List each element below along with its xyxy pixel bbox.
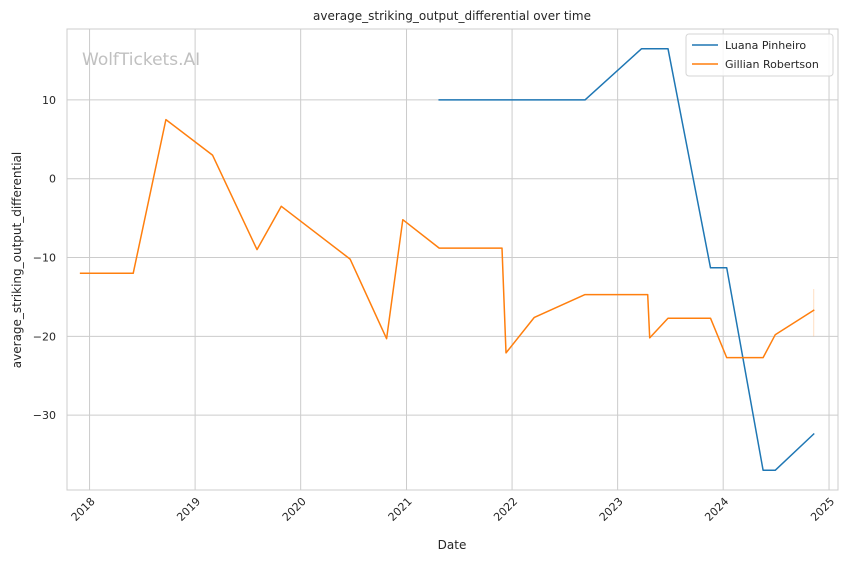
y-tick-label-1: 0 [49,173,56,186]
grid [67,29,838,490]
y-tick-label-2: −10 [33,252,56,265]
series-line-gillian-robertson [79,118,815,359]
plot-area [67,29,838,490]
y-tick-labels: 10 0 −10 −20 −30 [33,94,56,422]
chart-title: average_striking_output_differential ove… [313,9,591,23]
x-axis-title: Date [438,538,467,552]
series-lines [79,47,815,472]
y-tick-label-3: −20 [33,330,56,343]
y-tick-label-4: −30 [33,409,56,422]
legend-box [685,33,834,77]
series-line-luana-pinheiro [438,47,815,472]
legend: Luana Pinheiro Gillian Robertson [685,33,834,77]
legend-label-luana-pinheiro: Luana Pinheiro [725,39,806,52]
y-axis-title: average_striking_output_differential [10,152,24,368]
watermark: WolfTickets.AI [82,50,200,70]
plot-frame [66,28,839,491]
y-tick-label-0: 10 [42,94,56,107]
legend-label-gillian-robertson: Gillian Robertson [725,58,819,71]
